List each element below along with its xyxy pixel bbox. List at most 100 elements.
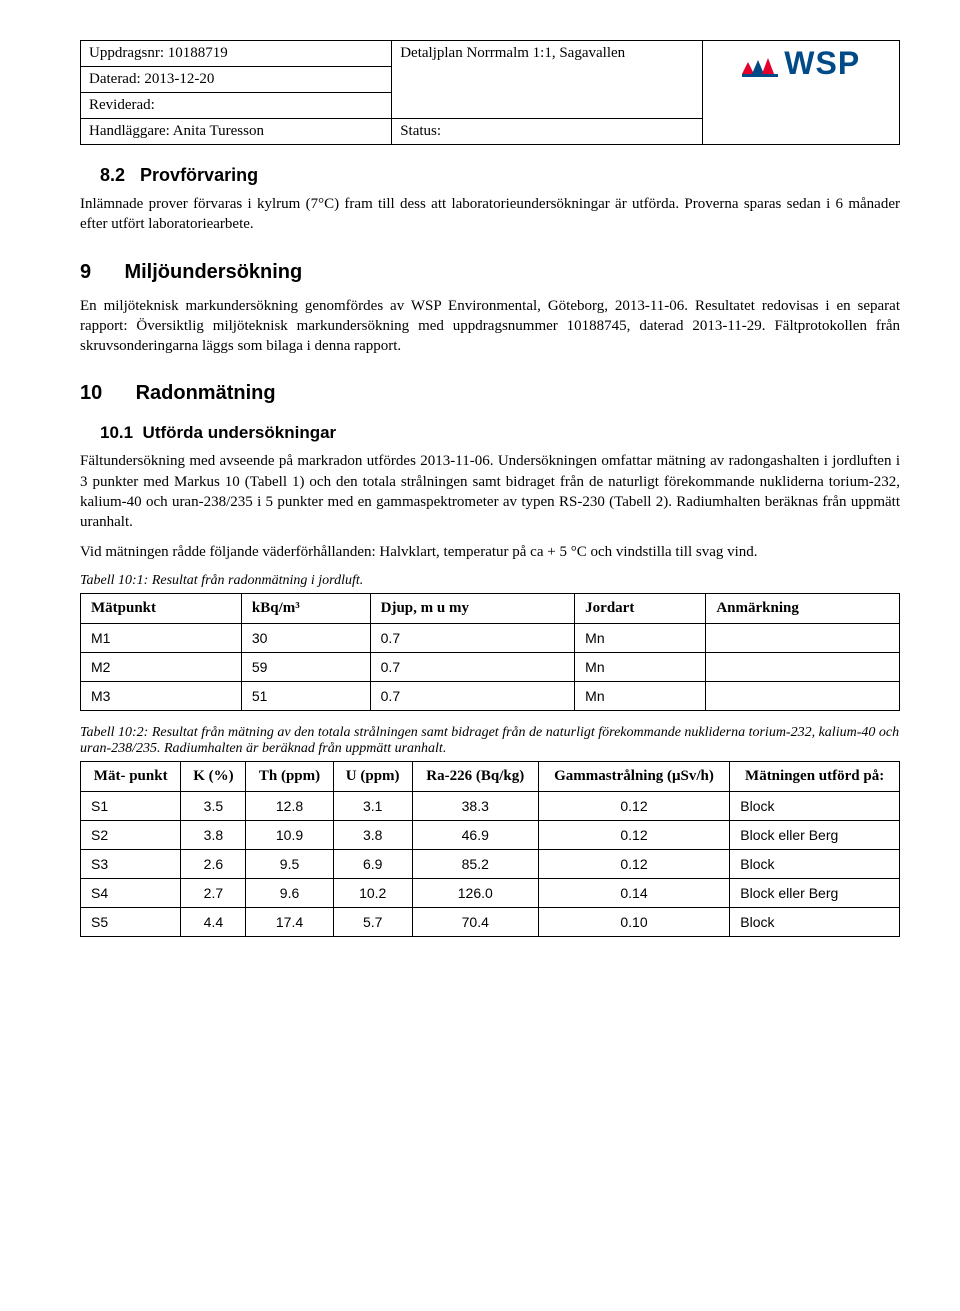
table-cell: M2 — [81, 652, 242, 681]
table-cell: 0.14 — [538, 878, 729, 907]
section-9-body: En miljöteknisk markundersökning genomfö… — [80, 296, 900, 357]
table2-h0: Mät- punkt — [81, 761, 181, 791]
header-logo: WSP — [703, 41, 900, 145]
table-cell: 38.3 — [412, 791, 538, 820]
header-status: Status: — [392, 119, 703, 145]
section-10-1-heading: 10.1 Utförda undersökningar — [100, 423, 900, 443]
value: Anita Turesson — [173, 123, 264, 139]
table-cell: 3.8 — [181, 820, 246, 849]
table-cell: 12.8 — [246, 791, 333, 820]
sec-num: 10 — [80, 382, 102, 404]
table1-h3: Jordart — [575, 593, 706, 623]
table2-h6: Mätningen utförd på: — [730, 761, 900, 791]
table1-h4: Anmärkning — [706, 593, 900, 623]
section-9-heading: 9 Miljöundersökning — [80, 261, 900, 284]
sec-num: 10.1 — [100, 423, 133, 442]
header-reviderad: Reviderad: — [81, 93, 392, 119]
table-cell: 4.4 — [181, 907, 246, 936]
table-row: S13.512.83.138.30.12Block — [81, 791, 900, 820]
sec-title: Provförvaring — [140, 165, 258, 185]
label: Status: — [400, 123, 441, 139]
table-cell: 10.9 — [246, 820, 333, 849]
table-cell — [706, 623, 900, 652]
table1-h1: kBq/m³ — [241, 593, 370, 623]
table-cell: Block eller Berg — [730, 820, 900, 849]
table1: Mätpunkt kBq/m³ Djup, m u my Jordart Anm… — [80, 593, 900, 711]
table2-h5: Gammastrålning (μSv/h) — [538, 761, 729, 791]
table-cell — [706, 681, 900, 710]
table2-h4: Ra-226 (Bq/kg) — [412, 761, 538, 791]
table2: Mät- punkt K (%) Th (ppm) U (ppm) Ra-226… — [80, 761, 900, 937]
section-10-heading: 10 Radonmätning — [80, 382, 900, 405]
section-10-1-p1: Fältundersökning med avseende på markrad… — [80, 451, 900, 532]
sec-num: 9 — [80, 261, 91, 283]
table-cell: 9.5 — [246, 849, 333, 878]
label: Reviderad: — [89, 97, 155, 113]
table-cell: S2 — [81, 820, 181, 849]
section-8-2-heading: 8.2 Provförvaring — [100, 165, 900, 186]
table-cell: M1 — [81, 623, 242, 652]
section-10-1-p2: Vid mätningen rådde följande väderförhål… — [80, 542, 900, 562]
table-cell: Block — [730, 791, 900, 820]
table-cell: 0.7 — [370, 623, 575, 652]
value: 2013-12-20 — [144, 71, 214, 87]
table-cell: 0.7 — [370, 681, 575, 710]
table-cell: Block eller Berg — [730, 878, 900, 907]
table-row: S42.79.610.2126.00.14Block eller Berg — [81, 878, 900, 907]
label: Daterad: — [89, 71, 144, 87]
sec-title: Miljöundersökning — [124, 261, 302, 283]
table-cell: 5.7 — [333, 907, 412, 936]
table-cell: Mn — [575, 652, 706, 681]
table1-h2: Djup, m u my — [370, 593, 575, 623]
table-cell: 70.4 — [412, 907, 538, 936]
table2-h2: Th (ppm) — [246, 761, 333, 791]
table-cell — [706, 652, 900, 681]
logo-text: WSP — [784, 45, 860, 82]
wsp-logo-icon — [742, 50, 778, 78]
table-cell: Mn — [575, 681, 706, 710]
table-cell: Block — [730, 907, 900, 936]
table-cell: 0.12 — [538, 791, 729, 820]
table-cell: 126.0 — [412, 878, 538, 907]
value: 10188719 — [168, 45, 228, 61]
header-table: Uppdragsnr: 10188719 Detaljplan Norrmalm… — [80, 40, 900, 145]
header-uppdragsnr: Uppdragsnr: 10188719 — [81, 41, 392, 67]
table-cell: 51 — [241, 681, 370, 710]
table2-h1: K (%) — [181, 761, 246, 791]
table-cell: S4 — [81, 878, 181, 907]
table-cell: 17.4 — [246, 907, 333, 936]
header-daterad: Daterad: 2013-12-20 — [81, 67, 392, 93]
table-cell: Mn — [575, 623, 706, 652]
table-row: M2590.7Mn — [81, 652, 900, 681]
table2-header-row: Mät- punkt K (%) Th (ppm) U (ppm) Ra-226… — [81, 761, 900, 791]
table2-h3: U (ppm) — [333, 761, 412, 791]
label: Handläggare: — [89, 123, 173, 139]
header-handlaggare: Handläggare: Anita Turesson — [81, 119, 392, 145]
sec-num: 8.2 — [100, 165, 125, 185]
section-8-2-body: Inlämnade prover förvaras i kylrum (7°C)… — [80, 194, 900, 235]
table-cell: 2.6 — [181, 849, 246, 878]
header-detaljplan: Detaljplan Norrmalm 1:1, Sagavallen — [392, 41, 703, 119]
table-cell: 3.1 — [333, 791, 412, 820]
table-cell: M3 — [81, 681, 242, 710]
sec-title: Radonmätning — [136, 382, 276, 404]
table-row: S23.810.93.846.90.12Block eller Berg — [81, 820, 900, 849]
table-cell: 46.9 — [412, 820, 538, 849]
table-row: M3510.7Mn — [81, 681, 900, 710]
table-cell: S1 — [81, 791, 181, 820]
table1-header-row: Mätpunkt kBq/m³ Djup, m u my Jordart Anm… — [81, 593, 900, 623]
table-row: M1300.7Mn — [81, 623, 900, 652]
wsp-logo: WSP — [742, 45, 860, 82]
table-cell: 0.10 — [538, 907, 729, 936]
label: Uppdragsnr: — [89, 45, 168, 61]
table-cell: 6.9 — [333, 849, 412, 878]
table-row: S54.417.45.770.40.10Block — [81, 907, 900, 936]
table-cell: 0.12 — [538, 849, 729, 878]
value: Detaljplan Norrmalm 1:1, Sagavallen — [400, 45, 625, 61]
table-cell: 0.12 — [538, 820, 729, 849]
table-cell: 59 — [241, 652, 370, 681]
table-cell: Block — [730, 849, 900, 878]
table2-caption: Tabell 10:2: Resultat från mätning av de… — [80, 725, 900, 757]
table-row: S32.69.56.985.20.12Block — [81, 849, 900, 878]
table-cell: 10.2 — [333, 878, 412, 907]
